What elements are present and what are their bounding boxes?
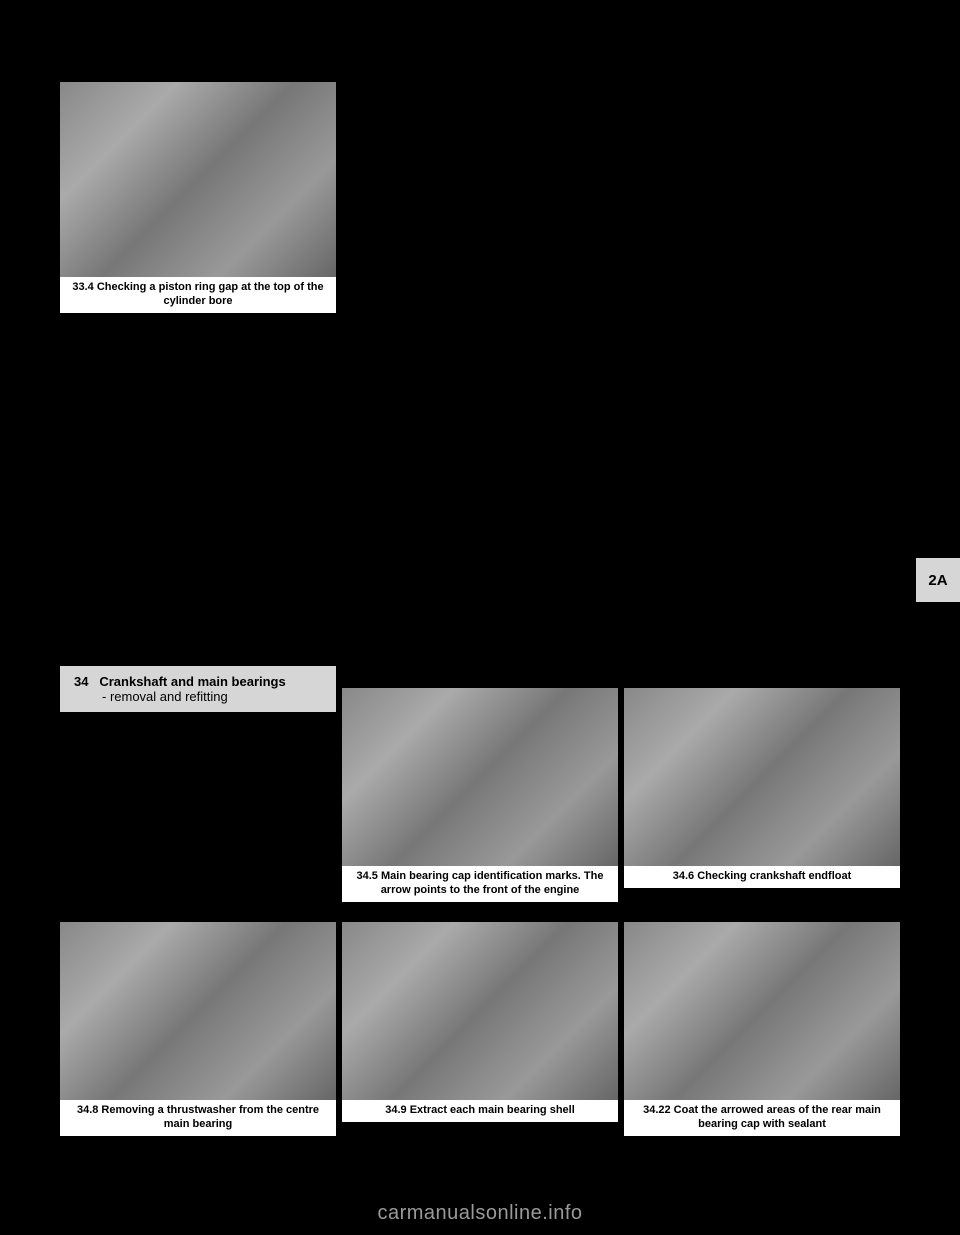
page-section-tab: 2A: [916, 558, 960, 602]
section-subtitle: - removal and refitting: [102, 689, 322, 704]
section-title: Crankshaft and main bearings: [99, 674, 285, 689]
figure-34-22-caption: 34.22 Coat the arrowed areas of the rear…: [624, 1100, 900, 1136]
figure-34-22-image: [624, 922, 900, 1100]
section-number: 34: [74, 674, 88, 689]
figure-33-4: 33.4 Checking a piston ring gap at the t…: [60, 82, 336, 313]
figure-33-4-caption: 33.4 Checking a piston ring gap at the t…: [60, 277, 336, 313]
figure-33-4-image: [60, 82, 336, 277]
figure-34-9: 34.9 Extract each main bearing shell: [342, 922, 618, 1122]
figure-34-8: 34.8 Removing a thrustwasher from the ce…: [60, 922, 336, 1136]
figure-34-5-caption: 34.5 Main bearing cap identification mar…: [342, 866, 618, 902]
page-section-tab-text: 2A: [928, 572, 947, 589]
figure-34-9-image: [342, 922, 618, 1100]
figure-34-8-image: [60, 922, 336, 1100]
watermark-text: carmanualsonline.info: [0, 1202, 960, 1225]
figure-34-5: 34.5 Main bearing cap identification mar…: [342, 688, 618, 902]
figure-34-8-caption: 34.8 Removing a thrustwasher from the ce…: [60, 1100, 336, 1136]
figure-34-5-image: [342, 688, 618, 866]
figure-34-6-image: [624, 688, 900, 866]
manual-page: 2A 33.4 Checking a piston ring gap at th…: [0, 0, 960, 1235]
section-heading-box: 34 Crankshaft and main bearings - remova…: [60, 666, 336, 712]
section-heading-line1: 34 Crankshaft and main bearings: [74, 674, 322, 689]
figure-34-22: 34.22 Coat the arrowed areas of the rear…: [624, 922, 900, 1136]
figure-34-6: 34.6 Checking crankshaft endfloat: [624, 688, 900, 888]
figure-34-9-caption: 34.9 Extract each main bearing shell: [342, 1100, 618, 1122]
figure-34-6-caption: 34.6 Checking crankshaft endfloat: [624, 866, 900, 888]
